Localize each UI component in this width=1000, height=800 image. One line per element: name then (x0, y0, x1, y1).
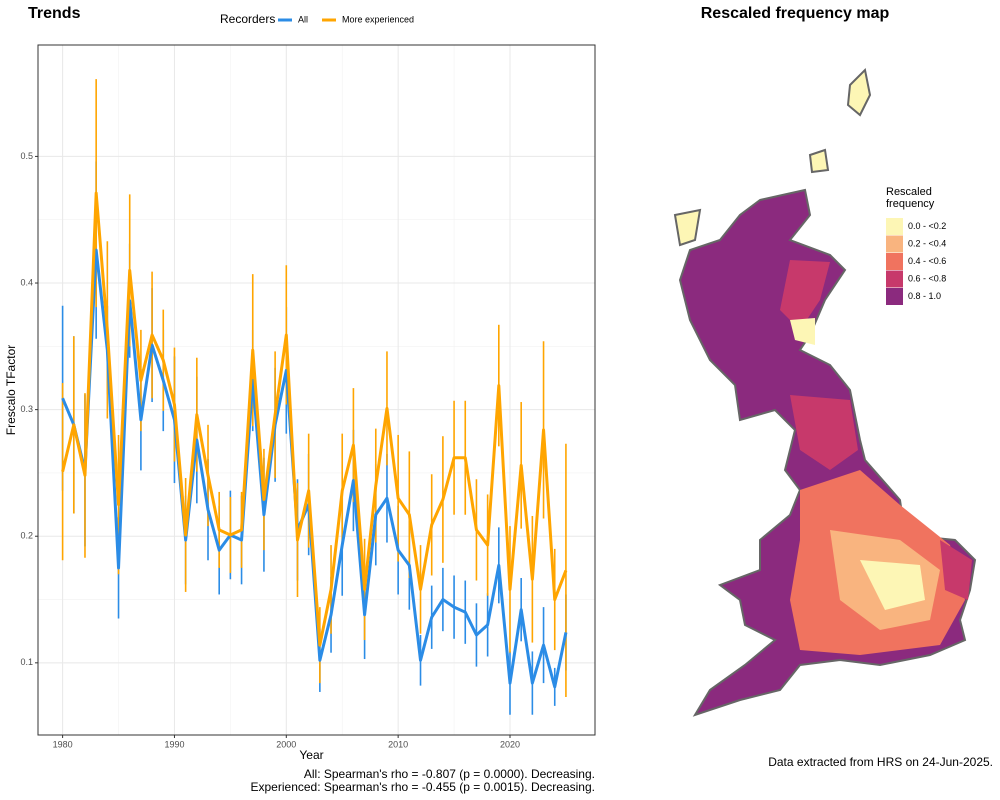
legend-title: Recorders (220, 12, 275, 26)
legend-swatch (886, 235, 903, 253)
x-tick-label: 1990 (164, 739, 184, 749)
legend-swatch (886, 253, 903, 270)
legend-swatch (886, 270, 903, 288)
legend-swatch (886, 288, 903, 305)
map-island (673, 208, 702, 247)
x-axis-label: Year (299, 748, 323, 762)
caption: Data extracted from HRS on 24-Jun-2025. (768, 755, 993, 769)
map-region (780, 260, 830, 330)
legend-label: 0.8 - 1.0 (908, 291, 941, 301)
legend-swatch (886, 218, 903, 235)
plot-border (37, 44, 596, 736)
x-tick-label: 1980 (53, 739, 73, 749)
legend-label: More experienced (342, 14, 414, 24)
legend-label: 0.6 - <0.8 (908, 273, 946, 283)
map-island (808, 148, 830, 174)
y-tick-label: 0.4 (20, 277, 33, 287)
x-tick-label: 2000 (276, 739, 296, 749)
y-tick-label: 0.3 (20, 404, 33, 414)
chart-title: Trends (28, 5, 81, 22)
x-tick-label: 2020 (500, 739, 520, 749)
x-tick-label: 2010 (388, 739, 408, 749)
map (673, 67, 977, 717)
series-line (61, 248, 568, 689)
y-tick-label: 0.5 (20, 151, 33, 161)
stat-note: All: Spearman's rho = -0.807 (p = 0.0000… (304, 767, 595, 781)
y-tick-label: 0.1 (20, 657, 33, 667)
legend-label: 0.2 - <0.4 (908, 238, 946, 248)
legend-label: All (298, 14, 308, 24)
map-region (790, 318, 815, 345)
map-region (790, 395, 858, 470)
legend-label: 0.0 - <0.2 (908, 221, 946, 231)
map-island (846, 67, 872, 117)
y-tick-label: 0.2 (20, 531, 33, 541)
map-region (940, 540, 972, 600)
series-line (61, 191, 568, 647)
map-region (860, 560, 925, 610)
map-title: Rescaled frequency map (701, 5, 890, 22)
legend-title: Rescaled frequency (886, 186, 935, 210)
y-axis-label: Frescalo TFactor (4, 345, 18, 435)
stat-note: Experienced: Spearman's rho = -0.455 (p … (251, 780, 596, 794)
legend-label: 0.4 - <0.6 (908, 256, 946, 266)
